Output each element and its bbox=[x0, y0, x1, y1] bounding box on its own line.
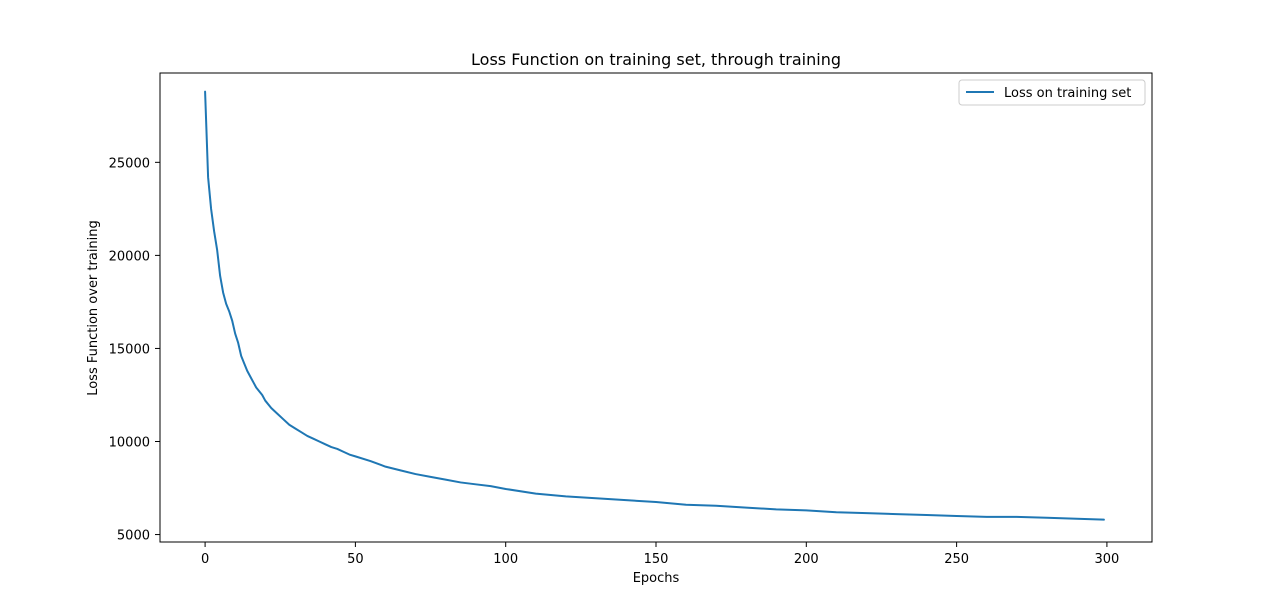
y-tick-label: 25000 bbox=[109, 156, 150, 171]
x-tick-label: 150 bbox=[644, 552, 669, 567]
x-axis: 0 50 100 150 200 250 300 bbox=[201, 542, 1119, 567]
x-tick-label: 250 bbox=[944, 552, 969, 567]
y-axis: 5000 10000 15000 20000 25000 bbox=[109, 156, 160, 544]
legend-box bbox=[958, 79, 1146, 106]
x-tick-label: 100 bbox=[493, 552, 518, 567]
y-tick-label: 15000 bbox=[109, 342, 150, 357]
y-tick-label: 20000 bbox=[109, 249, 150, 264]
x-tick-label: 0 bbox=[201, 552, 209, 567]
plot-frame bbox=[159, 72, 1153, 543]
x-axis-label: Epochs bbox=[633, 571, 680, 586]
y-axis-label: Loss Function over training bbox=[86, 220, 101, 396]
y-tick-label: 5000 bbox=[117, 529, 150, 544]
x-tick-label: 300 bbox=[1094, 552, 1119, 567]
y-tick-label: 10000 bbox=[109, 436, 150, 451]
loss-line bbox=[204, 90, 1105, 521]
chart-title: Loss Function on training set, through t… bbox=[471, 50, 841, 69]
x-tick-label: 200 bbox=[794, 552, 819, 567]
x-tick-label: 50 bbox=[347, 552, 364, 567]
legend: Loss on training set bbox=[958, 79, 1146, 106]
legend-label: Loss on training set bbox=[1004, 86, 1131, 101]
